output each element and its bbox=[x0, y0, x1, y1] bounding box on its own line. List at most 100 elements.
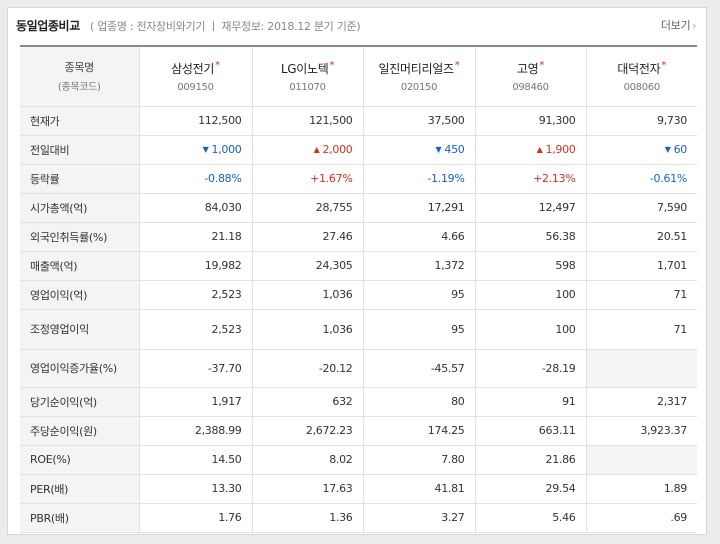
stock-column-header: LG이노텍* 011070 bbox=[252, 45, 364, 107]
table-cell: 7.80 bbox=[363, 445, 476, 475]
stock-name-link[interactable]: 일진머티리얼즈* bbox=[364, 60, 475, 77]
table-cell: .69 bbox=[586, 503, 697, 533]
stock-name[interactable]: LG이노텍 bbox=[280, 61, 329, 76]
table-cell: 24,305 bbox=[252, 251, 364, 281]
panel-title: 동일업종비교 bbox=[16, 19, 80, 33]
row-label: 전일대비 bbox=[20, 135, 140, 165]
table-cell: 56.38 bbox=[475, 222, 587, 252]
star-icon: * bbox=[661, 59, 667, 71]
table-row: 조정영업이익 2,523 1,036 95 100 71 bbox=[20, 309, 697, 350]
table-cell: 41.81 bbox=[363, 474, 476, 504]
row-label: 등락률 bbox=[20, 164, 140, 194]
table-cell: 174.25 bbox=[363, 416, 476, 446]
rate-cell: -0.88% bbox=[139, 164, 253, 194]
table-row: 영업이익증가율(%) -37.70 -20.12 -45.57 -28.19 bbox=[20, 349, 697, 388]
table-cell: 21.86 bbox=[475, 445, 587, 475]
row-label: 영업이익증가율(%) bbox=[20, 349, 140, 388]
stock-name[interactable]: 삼성전기 bbox=[171, 61, 215, 76]
industry-info: ( 업종명 : 전자장비와기기 ㅣ 재무정보: 2018.12 분기 기준) bbox=[90, 20, 361, 33]
row-label: PBR(배) bbox=[20, 503, 140, 533]
row-label: 매출액(억) bbox=[20, 251, 140, 281]
table-body: 현재가 112,500 121,500 37,500 91,300 9,730 전일대비 ▼ 1… bbox=[20, 106, 697, 533]
table-row: PBR(배) 1.76 1.36 3.27 5.46.69 bbox=[20, 503, 697, 533]
table-cell: 2,523 bbox=[139, 280, 253, 310]
star-icon: * bbox=[329, 59, 335, 71]
table-header-row: 종목명 (종목코드) 삼성전기* 009150 LG이노텍* 011070 일진머티… bbox=[20, 45, 698, 107]
stock-code: 008060 bbox=[623, 81, 661, 93]
stock-code: 020150 bbox=[400, 81, 438, 93]
table-cell: 71 bbox=[586, 309, 697, 350]
table-cell: 598 bbox=[475, 251, 587, 281]
table-cell: 17,291 bbox=[363, 193, 476, 223]
table-cell: 95 bbox=[363, 309, 476, 350]
table-cell: 13.30 bbox=[139, 474, 253, 504]
row-label: ROE(%) bbox=[20, 445, 140, 475]
stock-name-link[interactable]: 고영* bbox=[476, 60, 586, 77]
table-cell: 91 bbox=[475, 387, 587, 417]
down-arrow-icon: ▼ bbox=[202, 145, 209, 154]
table-cell: 71 bbox=[586, 280, 697, 310]
stock-code: 011070 bbox=[289, 81, 326, 93]
row-label: 시가총액(억) bbox=[20, 193, 140, 223]
chevron-right-icon: › bbox=[692, 21, 696, 32]
table-cell: -20.12 bbox=[252, 349, 364, 388]
table-row: 현재가 112,500 121,500 37,500 91,300 9,730 bbox=[20, 106, 697, 136]
stock-code: 009150 bbox=[177, 81, 214, 93]
change-cell: ▲ 1,900 bbox=[475, 135, 587, 165]
panel-header: 동일업종비교 ( 업종명 : 전자장비와기기 ㅣ 재무정보: 2018.12 분… bbox=[8, 8, 706, 36]
stock-name[interactable]: 대덕전자 bbox=[617, 61, 661, 76]
table-cell: 91,300 bbox=[475, 106, 587, 136]
table-cell: 100 bbox=[475, 309, 587, 350]
table-cell: 28,755 bbox=[252, 193, 364, 223]
table-row: 등락률 -0.88% +1.67% -1.19% +2.13% -0.61% bbox=[20, 164, 697, 194]
change-value: 1,000 bbox=[211, 143, 242, 156]
table-cell: 27.46 bbox=[252, 222, 364, 252]
change-value: 60 bbox=[673, 143, 688, 156]
stock-name[interactable]: 일진머티리얼즈 bbox=[378, 61, 454, 76]
table-cell: 1,917 bbox=[139, 387, 253, 417]
table-cell bbox=[586, 445, 697, 475]
row-label: 외국인취득률(%) bbox=[20, 222, 140, 252]
more-label[interactable]: 더보기 bbox=[660, 19, 691, 32]
table-cell: 8.02 bbox=[252, 445, 364, 475]
table-cell: 1.36 bbox=[252, 503, 364, 533]
change-cell: ▲ 2,000 bbox=[252, 135, 364, 165]
stock-name-link[interactable]: 삼성전기* bbox=[140, 60, 252, 77]
rate-cell: +2.13% bbox=[475, 164, 587, 194]
stock-name-link[interactable]: 대덕전자* bbox=[587, 60, 698, 77]
table-cell: 112,500 bbox=[139, 106, 253, 136]
table-cell: 1.89 bbox=[586, 474, 697, 504]
table-row: 매출액(억) 19,982 24,305 1,372 598 1,701 bbox=[20, 251, 697, 281]
table-cell: 2,388.99 bbox=[139, 416, 253, 446]
stock-column-header: 삼성전기* 009150 bbox=[139, 45, 253, 107]
star-icon: * bbox=[454, 59, 460, 71]
table-cell: 663.11 bbox=[475, 416, 587, 446]
down-arrow-icon: ▼ bbox=[435, 145, 442, 154]
table-cell: -37.70 bbox=[139, 349, 253, 388]
table-cell: 20.51 bbox=[586, 222, 697, 252]
stock-name-link[interactable]: LG이노텍* bbox=[253, 60, 363, 77]
table-row: 전일대비 ▼ 1,000 ▲ 2,000 ▼ 450 ▲ 1,900 ▼ 60 bbox=[20, 135, 697, 165]
table-cell: 84,030 bbox=[139, 193, 253, 223]
table-cell: 2,317 bbox=[586, 387, 697, 417]
table-cell: 100 bbox=[475, 280, 587, 310]
stock-column-header: 일진머티리얼즈* 020150 bbox=[363, 45, 476, 107]
table-cell: 9,730 bbox=[586, 106, 697, 136]
row-label: 현재가 bbox=[20, 106, 140, 136]
table-cell: 29.54 bbox=[475, 474, 587, 504]
row-label: PER(배) bbox=[20, 474, 140, 504]
table-cell: 2,672.23 bbox=[252, 416, 364, 446]
stock-column-header: 대덕전자* 008060 bbox=[586, 45, 698, 107]
table-cell: 95 bbox=[363, 280, 476, 310]
table-cell: 3.27 bbox=[363, 503, 476, 533]
stock-name[interactable]: 고영 bbox=[516, 61, 539, 76]
table-cell: 121,500 bbox=[252, 106, 364, 136]
table-cell: 17.63 bbox=[252, 474, 364, 504]
stock-code-label: (종목코드) bbox=[57, 82, 101, 94]
rate-cell: -0.61% bbox=[586, 164, 697, 194]
row-label: 주당순이익(원) bbox=[20, 416, 140, 446]
comparison-table: 종목명 (종목코드) 삼성전기* 009150 LG이노텍* 011070 일진머티… bbox=[20, 45, 697, 533]
table-row: 시가총액(억) 84,030 28,755 17,291 12,497 7,590 bbox=[20, 193, 697, 223]
more-link[interactable]: 더보기 › bbox=[661, 17, 696, 33]
table-cell: -28.19 bbox=[475, 349, 587, 388]
